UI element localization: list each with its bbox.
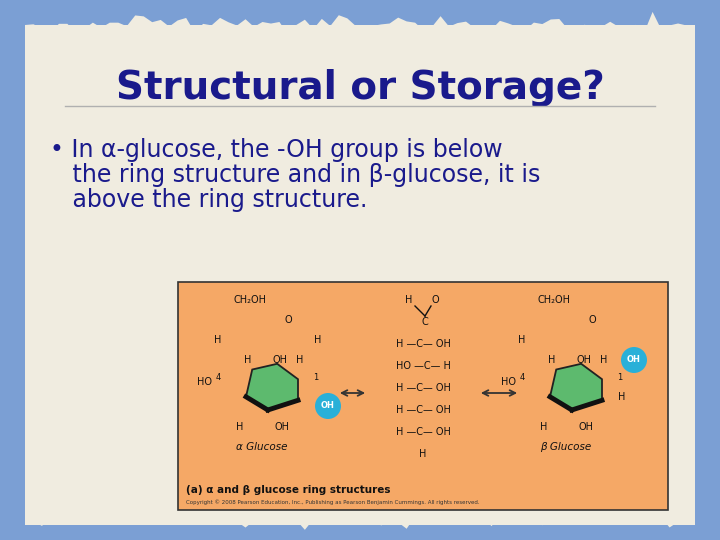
Text: • In α-glucose, the -OH group is below: • In α-glucose, the -OH group is below	[50, 138, 503, 162]
Text: H: H	[297, 355, 304, 365]
Text: H: H	[244, 355, 252, 365]
Text: O: O	[284, 315, 292, 325]
FancyBboxPatch shape	[25, 25, 695, 525]
Polygon shape	[25, 500, 695, 530]
Text: O: O	[431, 295, 438, 305]
Text: H —C— OH: H —C— OH	[395, 339, 451, 349]
Text: OH: OH	[627, 355, 641, 364]
Text: H: H	[236, 422, 243, 432]
Text: 4: 4	[215, 373, 220, 381]
Text: H —C— OH: H —C— OH	[395, 427, 451, 437]
Text: Structural or Storage?: Structural or Storage?	[116, 69, 604, 107]
Text: C: C	[422, 317, 428, 327]
Text: H: H	[600, 355, 608, 365]
Text: H: H	[549, 355, 556, 365]
Text: 4: 4	[519, 373, 525, 381]
Polygon shape	[550, 364, 602, 410]
Polygon shape	[25, 12, 695, 60]
Text: H: H	[405, 295, 413, 305]
Text: OH: OH	[577, 355, 592, 365]
Text: OH: OH	[321, 402, 335, 410]
Text: HO —C— H: HO —C— H	[395, 361, 451, 371]
Text: 1: 1	[313, 373, 319, 381]
Text: α Glucose: α Glucose	[236, 442, 288, 452]
Text: 1: 1	[617, 373, 623, 381]
Polygon shape	[246, 364, 298, 410]
Circle shape	[315, 393, 341, 419]
Text: β Glucose: β Glucose	[541, 442, 592, 452]
Text: above the ring structure.: above the ring structure.	[50, 188, 367, 212]
Text: O: O	[588, 315, 596, 325]
Text: Copyright © 2008 Pearson Education, Inc., Publishing as Pearson Benjamin Cumming: Copyright © 2008 Pearson Education, Inc.…	[186, 499, 480, 505]
Text: HO: HO	[197, 377, 212, 387]
Circle shape	[621, 347, 647, 373]
Text: H —C— OH: H —C— OH	[395, 405, 451, 415]
Text: CH₂OH: CH₂OH	[538, 295, 570, 305]
Text: H —C— OH: H —C— OH	[395, 383, 451, 393]
Text: H: H	[315, 335, 322, 345]
Text: H: H	[540, 422, 548, 432]
Text: H: H	[215, 335, 222, 345]
FancyBboxPatch shape	[178, 282, 668, 510]
Text: HO: HO	[500, 377, 516, 387]
Text: H: H	[518, 335, 526, 345]
Text: OH: OH	[274, 422, 289, 432]
Text: CH₂OH: CH₂OH	[233, 295, 266, 305]
Text: OH: OH	[578, 422, 593, 432]
Text: H: H	[419, 449, 427, 459]
Text: OH: OH	[272, 355, 287, 365]
Text: H: H	[618, 392, 626, 402]
Text: the ring structure and in β-glucose, it is: the ring structure and in β-glucose, it …	[50, 163, 541, 187]
Text: (a) α and β glucose ring structures: (a) α and β glucose ring structures	[186, 485, 390, 495]
